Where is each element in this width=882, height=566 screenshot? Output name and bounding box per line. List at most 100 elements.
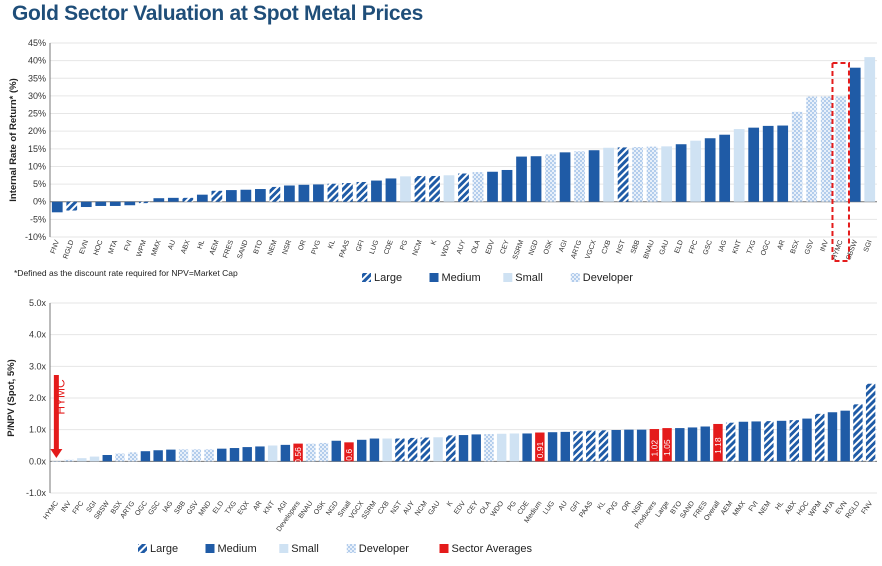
bar-ola [484, 434, 494, 462]
x-tick-label: GAU [659, 239, 671, 256]
x-tick-label: WPM [808, 500, 824, 518]
highlight-box [831, 62, 850, 262]
legend-swatch [279, 544, 289, 553]
x-tick-label: PVG [606, 500, 620, 516]
bar-au [560, 431, 570, 462]
x-tick-label: WPM [136, 239, 148, 258]
bar-agi [280, 444, 291, 462]
x-tick-label: TXG [746, 239, 757, 255]
bar-aem [725, 422, 736, 462]
bar-rgld [66, 201, 78, 211]
x-tick-label: PVG [311, 239, 323, 255]
irr-footnote: *Defined as the discount rate required f… [14, 268, 238, 278]
page-title: Gold Sector Valuation at Spot Metal Pric… [12, 2, 423, 25]
legend-item-small: Small [279, 543, 319, 555]
x-tick-label: AR [252, 500, 263, 512]
bar-hymc [51, 461, 62, 462]
bar-nst [395, 438, 405, 462]
data-label-producers: 1.02 [649, 440, 659, 457]
bar-wpm [815, 413, 825, 462]
y-tick-label: 15% [28, 144, 46, 154]
bar-ogc [140, 451, 151, 462]
bar-k [429, 175, 440, 202]
bar-k [446, 435, 456, 462]
bar-evn [80, 201, 92, 208]
x-tick-label: CEY [499, 239, 511, 255]
data-label-medium: 0.91 [535, 441, 545, 458]
bar-eld [675, 144, 687, 202]
x-tick-label: AGI [558, 239, 569, 253]
y-tick-label: 35% [28, 73, 46, 83]
x-tick-label: NCM [414, 500, 429, 517]
x-tick-label: PAAS [339, 239, 352, 259]
legend-item-sector-averages: Sector Averages [439, 543, 533, 555]
legend-label: Large [374, 272, 402, 284]
bar-sand [240, 189, 252, 202]
bar-agi [559, 152, 571, 202]
bar-abx [789, 420, 800, 462]
bar-fvi [124, 201, 136, 206]
y-tick-label: -10% [25, 232, 46, 242]
bar-mta [827, 412, 838, 462]
bar-bsx [115, 453, 125, 462]
bar-fres [225, 190, 237, 202]
bar-cey [501, 169, 513, 202]
x-tick-label: ARTG [570, 239, 583, 260]
highlight-label: HYMC [53, 379, 67, 415]
x-tick-label: FNV [861, 500, 875, 516]
legend-label: Developer [359, 543, 409, 555]
bar-eld [217, 448, 227, 462]
x-tick-label: PG [399, 239, 409, 251]
legend-item-medium: Medium [205, 543, 257, 555]
bar-edv [458, 435, 469, 462]
x-tick-label: AUY [456, 239, 468, 255]
legend-swatch [138, 544, 147, 553]
x-tick-label: MMX [732, 500, 747, 518]
x-tick-label: GSC [702, 239, 714, 256]
x-tick-label: MTA [822, 500, 836, 516]
bar-fpc [690, 140, 702, 202]
bar-edv [487, 171, 498, 202]
x-tick-label: GSC [147, 500, 161, 516]
bar-gsv [806, 96, 818, 202]
x-tick-label: IAG [718, 239, 729, 253]
bar-ngd [331, 440, 341, 462]
x-tick-label: GAU [427, 500, 441, 516]
bar-inv [820, 96, 832, 202]
bar-pg [509, 433, 520, 462]
legend-item-medium: Medium [429, 272, 481, 284]
bar-fres [700, 426, 710, 462]
bar-cde [522, 433, 532, 462]
x-tick-label: PAAS [578, 500, 594, 519]
bar-bnau [646, 146, 658, 202]
bar-sbb [178, 449, 189, 462]
x-tick-label: HYMC [42, 500, 60, 521]
bar-cxb [382, 438, 392, 462]
bar-hl [776, 420, 787, 462]
x-tick-label: NCM [412, 239, 424, 257]
x-tick-label: LUG [542, 500, 556, 516]
bar-gfi [356, 181, 368, 202]
bar-cde [385, 178, 397, 202]
bar-gsc [704, 138, 716, 202]
bar-gfi [573, 431, 583, 462]
bar-wdo [496, 433, 507, 462]
bar-iag [166, 449, 176, 462]
bar-cey [471, 434, 481, 462]
x-tick-label: SBB [630, 239, 641, 255]
legend-item-developer: Developer [346, 543, 409, 555]
y-tick-label: 45% [28, 38, 46, 48]
y-tick-label: 5% [33, 179, 46, 189]
y-tick-label: 5.0x [29, 298, 47, 308]
x-tick-label: Large [655, 500, 671, 519]
bar-ar [255, 446, 265, 462]
legend-swatch [346, 544, 356, 553]
bar-vgcx [588, 150, 600, 202]
bar-sbsw [102, 455, 112, 462]
bar-inv [64, 459, 74, 462]
legend-label: Developer [583, 272, 633, 284]
bar-mmx [738, 421, 749, 462]
x-tick-label: NEM [267, 239, 279, 256]
bar-medium [535, 432, 545, 462]
bar-txg [748, 127, 760, 202]
